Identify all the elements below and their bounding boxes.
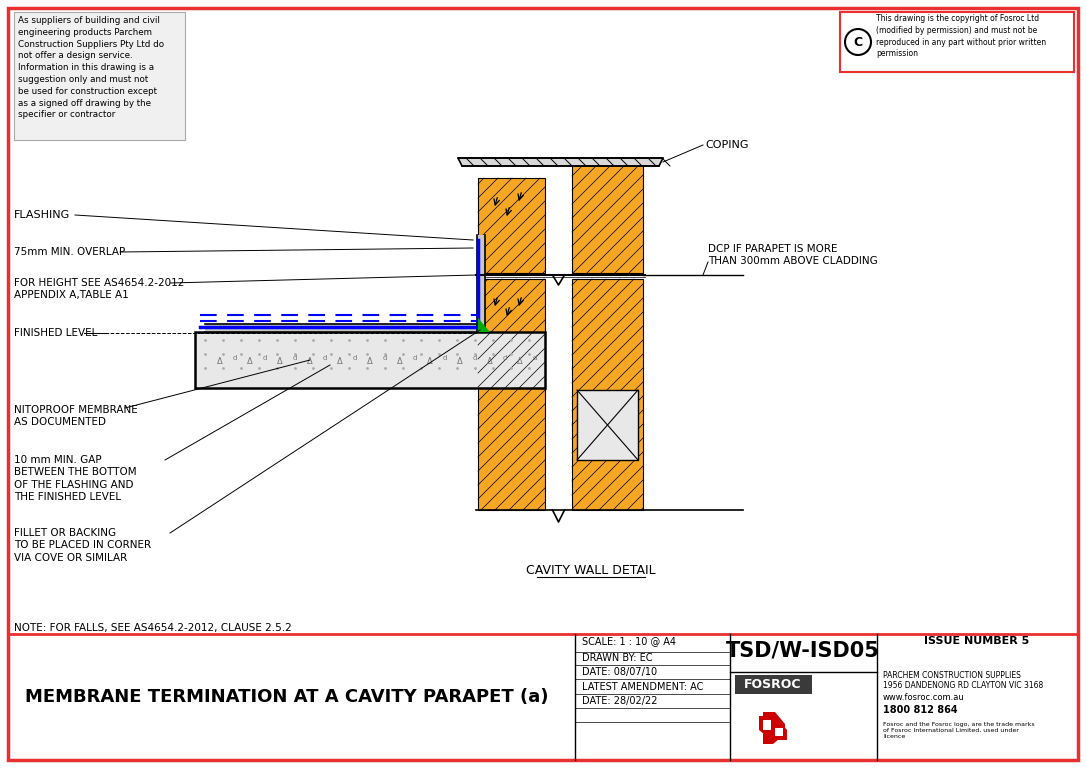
- Text: Δ: Δ: [488, 357, 493, 366]
- Text: d: d: [533, 355, 538, 361]
- Text: FINISHED LEVEL: FINISHED LEVEL: [14, 328, 98, 338]
- Text: COPING: COPING: [705, 140, 748, 150]
- Text: ISSUE NUMBER 5: ISSUE NUMBER 5: [924, 636, 1030, 646]
- Polygon shape: [577, 390, 637, 460]
- Polygon shape: [205, 235, 485, 332]
- Text: d: d: [503, 355, 507, 361]
- Text: FLASHING: FLASHING: [14, 210, 71, 220]
- Polygon shape: [839, 12, 1074, 72]
- Text: 1800 812 864: 1800 812 864: [883, 705, 958, 715]
- Text: d: d: [443, 355, 447, 361]
- Text: DCP IF PARAPET IS MORE
THAN 300mm ABOVE CLADDING: DCP IF PARAPET IS MORE THAN 300mm ABOVE …: [708, 243, 877, 266]
- Text: Δ: Δ: [277, 357, 282, 366]
- Polygon shape: [14, 12, 185, 140]
- Text: Δ: Δ: [427, 357, 433, 366]
- Text: d: d: [293, 355, 298, 361]
- Text: MEMBRANE TERMINATION AT A CAVITY PARAPET (a): MEMBRANE TERMINATION AT A CAVITY PARAPET…: [25, 688, 548, 706]
- Text: TSD/W-ISD05: TSD/W-ISD05: [727, 641, 880, 661]
- Polygon shape: [195, 332, 545, 388]
- Text: PARCHEM CONSTRUCTION SUPPLIES: PARCHEM CONSTRUCTION SUPPLIES: [883, 670, 1021, 680]
- Polygon shape: [775, 728, 783, 736]
- Text: Fosroc and the Fosroc logo, are the trade marks
of Fosroc International Limited,: Fosroc and the Fosroc logo, are the trad…: [883, 722, 1035, 739]
- Polygon shape: [572, 162, 643, 273]
- Text: NOTE: FOR FALLS, SEE AS4654.2-2012, CLAUSE 2.5.2: NOTE: FOR FALLS, SEE AS4654.2-2012, CLAU…: [14, 623, 292, 633]
- Text: Δ: Δ: [457, 357, 463, 366]
- Polygon shape: [759, 716, 787, 740]
- Text: DATE: 08/07/10: DATE: 08/07/10: [582, 667, 657, 677]
- Text: 75mm MIN. OVERLAP: 75mm MIN. OVERLAP: [14, 247, 125, 257]
- Polygon shape: [763, 720, 771, 730]
- Text: www.fosroc.com.au: www.fosroc.com.au: [883, 694, 964, 703]
- Polygon shape: [478, 318, 490, 332]
- Polygon shape: [763, 712, 785, 744]
- Text: d: d: [353, 355, 357, 361]
- Text: This drawing is the copyright of Fosroc Ltd
(modified by permission) and must no: This drawing is the copyright of Fosroc …: [876, 14, 1046, 58]
- Text: FOSROC: FOSROC: [744, 677, 801, 690]
- Polygon shape: [735, 675, 812, 694]
- Text: SCALE: 1 : 10 @ A4: SCALE: 1 : 10 @ A4: [582, 636, 675, 646]
- Text: FILLET OR BACKING
TO BE PLACED IN CORNER
VIA COVE OR SIMILAR: FILLET OR BACKING TO BE PLACED IN CORNER…: [14, 528, 151, 563]
- Text: NITOPROOF MEMBRANE
AS DOCUMENTED: NITOPROOF MEMBRANE AS DOCUMENTED: [14, 405, 138, 428]
- Text: CAVITY WALL DETAIL: CAVITY WALL DETAIL: [526, 564, 655, 577]
- Text: Δ: Δ: [337, 357, 343, 366]
- Text: DRAWN BY: EC: DRAWN BY: EC: [582, 653, 653, 663]
- Text: C: C: [854, 35, 862, 48]
- Text: FOR HEIGHT SEE AS4654.2-2012
APPENDIX A,TABLE A1: FOR HEIGHT SEE AS4654.2-2012 APPENDIX A,…: [14, 278, 185, 300]
- Text: d: d: [472, 355, 477, 361]
- Polygon shape: [478, 279, 545, 510]
- Text: DATE: 28/02/22: DATE: 28/02/22: [582, 696, 657, 706]
- Text: Δ: Δ: [397, 357, 403, 366]
- Text: Δ: Δ: [248, 357, 253, 366]
- Text: Δ: Δ: [517, 357, 522, 366]
- Text: d: d: [413, 355, 417, 361]
- Text: d: d: [382, 355, 388, 361]
- Text: d: d: [323, 355, 327, 361]
- Text: Δ: Δ: [367, 357, 372, 366]
- Text: 1956 DANDENONG RD CLAYTON VIC 3168: 1956 DANDENONG RD CLAYTON VIC 3168: [883, 680, 1044, 690]
- Polygon shape: [572, 279, 643, 510]
- Text: d: d: [232, 355, 237, 361]
- Text: Δ: Δ: [217, 357, 223, 366]
- Polygon shape: [458, 158, 662, 166]
- Polygon shape: [478, 178, 545, 273]
- Text: LATEST AMENDMENT: AC: LATEST AMENDMENT: AC: [582, 682, 704, 692]
- Text: Δ: Δ: [307, 357, 313, 366]
- Text: As suppliers of building and civil
engineering products Parchem
Construction Sup: As suppliers of building and civil engin…: [18, 16, 164, 119]
- Text: d: d: [263, 355, 267, 361]
- Text: 10 mm MIN. GAP
BETWEEN THE BOTTOM
OF THE FLASHING AND
THE FINISHED LEVEL: 10 mm MIN. GAP BETWEEN THE BOTTOM OF THE…: [14, 455, 137, 502]
